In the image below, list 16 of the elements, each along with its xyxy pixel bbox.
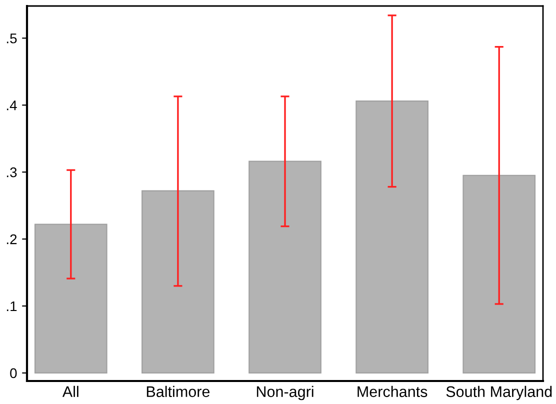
bar: [34, 224, 108, 374]
y-tick-label: .2: [6, 234, 17, 244]
x-tick-label: All: [62, 386, 78, 397]
bar: [248, 160, 322, 374]
x-tick-label: Non-agri: [256, 386, 314, 400]
bar: [356, 100, 428, 374]
x-tick-label: Baltimore: [146, 386, 210, 398]
y-tick-label: .4: [6, 100, 17, 110]
y-tick-label: .5: [6, 34, 17, 44]
bar: [142, 190, 214, 374]
y-tick-label: 0: [10, 368, 17, 378]
x-tick-label: South Maryland: [446, 386, 552, 400]
x-tick-label: Merchants: [358, 386, 428, 398]
y-tick-label: .3: [6, 167, 17, 178]
y-tick-label: .1: [6, 301, 17, 312]
bar: [462, 174, 536, 374]
